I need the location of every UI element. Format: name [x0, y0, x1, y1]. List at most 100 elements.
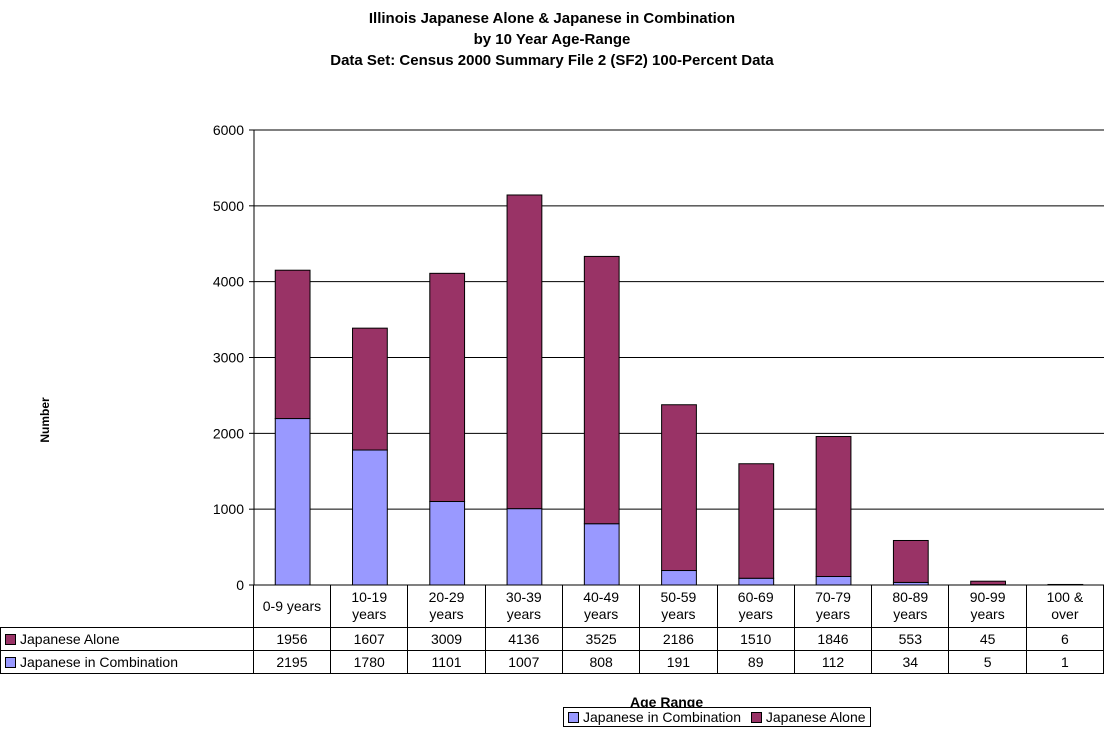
data-label-japanese-alone-90-99-years: 45 — [948, 627, 1027, 651]
data-table-header-row: 0-9 years 10-19 years 20-29 years 30-39 years 4… — [1, 585, 1104, 628]
data-label-japanese-alone-60-69-years: 1510 — [716, 627, 795, 651]
category-label-line: years — [429, 606, 464, 622]
legend: Japanese in Combination Japanese Alone — [563, 707, 871, 727]
data-label-japanese-in-combination-60-69-years: 89 — [716, 650, 795, 674]
x-axis-label: Age Range — [630, 694, 704, 710]
y-tick-label-2000: 2000 — [213, 425, 244, 441]
data-label-japanese-alone-50-59-years: 2186 — [639, 627, 718, 651]
data-label-japanese-in-combination-90-99-years: 5 — [948, 650, 1027, 674]
category-label-line: 60-69 — [737, 589, 774, 605]
bar-japanese-in-combination-10-19-years — [352, 449, 388, 586]
category-header-70-79-years: 70-79 years — [793, 585, 873, 628]
bar-japanese-alone-70-79-years — [815, 436, 852, 578]
bar-japanese-alone-40-49-years — [583, 255, 620, 525]
category-label-line: 40-49 — [583, 589, 620, 605]
category-label-line: 10-19 — [351, 589, 388, 605]
chart-title-line-3: Data Set: Census 2000 Summary File 2 (SF… — [330, 52, 774, 69]
category-label-line: years — [893, 606, 928, 622]
legend-swatch-combination — [568, 712, 579, 723]
category-label-line: years — [815, 606, 851, 622]
bar-japanese-in-combination-60-69-years — [738, 577, 775, 586]
data-label-japanese-alone-100-over: 6 — [1025, 627, 1104, 651]
legend-label-alone: Japanese Alone — [765, 709, 866, 725]
bar-japanese-in-combination-50-59-years — [661, 570, 697, 586]
legend-swatch-alone — [750, 712, 762, 723]
data-label-japanese-alone-80-89-years: 553 — [871, 627, 950, 651]
category-header-20-29-years: 20-29 years — [407, 585, 486, 628]
bar-japanese-alone-10-19-years — [352, 327, 388, 451]
bar-japanese-in-combination-0-9-years — [274, 418, 311, 586]
bar-japanese-in-combination-70-79-years — [815, 576, 852, 586]
category-label-line: 20-29 — [428, 589, 465, 605]
category-label-line: years — [352, 606, 387, 622]
y-tick-label-5000: 5000 — [213, 198, 244, 214]
data-label-japanese-alone-30-39-years: 4136 — [484, 627, 563, 651]
category-label-line: 50-59 — [660, 589, 697, 605]
chart-title: Illinois Japanese Alone & Japanese in Co… — [0, 8, 1104, 71]
category-header-40-49-years: 40-49 years — [561, 585, 641, 628]
category-label-line: years — [584, 606, 619, 622]
swatch-combination — [5, 657, 16, 668]
category-header-80-89-years: 80-89 years — [871, 585, 950, 628]
legend-item-alone: Japanese Alone — [750, 709, 866, 725]
row-header-alone-label: Japanese Alone — [20, 631, 120, 647]
legend-label-combination: Japanese in Combination — [583, 709, 741, 725]
data-label-japanese-in-combination-10-19-years: 1780 — [330, 650, 409, 674]
chart-title-line-1: Illinois Japanese Alone & Japanese in Co… — [368, 10, 736, 27]
bar-japanese-alone-60-69-years — [738, 463, 775, 579]
category-label-line: 70-79 — [815, 589, 851, 605]
y-tick-label-6000: 6000 — [213, 122, 244, 138]
data-table-row-alone: Japanese Alone 1956 1607 3009 4136 3525 2186 1… — [0, 627, 1104, 651]
category-header-30-39-years: 30-39 years — [484, 585, 563, 628]
data-label-japanese-in-combination-40-49-years: 808 — [561, 650, 641, 674]
y-tick-label-4000: 4000 — [213, 274, 244, 290]
chart-title-line-2: by 10 Year Age-Range — [473, 31, 631, 48]
category-label-line: years — [506, 606, 541, 622]
category-label-line: years — [970, 606, 1005, 622]
category-header-0-9-years: 0-9 years — [252, 585, 332, 628]
data-label-japanese-in-combination-70-79-years: 112 — [793, 650, 873, 674]
bar-japanese-in-combination-20-29-years — [429, 501, 466, 586]
data-label-japanese-in-combination-0-9-years: 2195 — [252, 650, 332, 674]
swatch-alone — [5, 634, 16, 645]
data-label-japanese-in-combination-100-over: 1 — [1025, 650, 1104, 674]
category-label-line: years — [738, 606, 773, 622]
category-label-line: 30-39 — [505, 589, 542, 605]
category-header-100-over: 100 & over — [1025, 585, 1104, 628]
row-header-alone: Japanese Alone — [0, 627, 254, 651]
category-header-50-59-years: 50-59 years — [639, 585, 718, 628]
category-label-line: 90-99 — [969, 589, 1006, 605]
legend-item-combination: Japanese in Combination — [568, 709, 741, 725]
data-label-japanese-in-combination-30-39-years: 1007 — [484, 650, 563, 674]
bar-japanese-alone-80-89-years — [892, 539, 929, 583]
category-label-line: 80-89 — [892, 589, 929, 605]
data-label-japanese-in-combination-20-29-years: 1101 — [407, 650, 486, 674]
bar-japanese-alone-50-59-years — [661, 404, 697, 572]
data-table-corner — [1, 585, 254, 628]
category-header-10-19-years: 10-19 years — [330, 585, 409, 628]
bar-japanese-alone-30-39-years — [506, 194, 543, 510]
data-label-japanese-in-combination-50-59-years: 191 — [639, 650, 718, 674]
data-label-japanese-alone-10-19-years: 1607 — [330, 627, 409, 651]
data-label-japanese-alone-40-49-years: 3525 — [561, 627, 641, 651]
y-tick-label-3000: 3000 — [213, 350, 244, 366]
data-label-japanese-alone-0-9-years: 1956 — [252, 627, 332, 651]
data-table: 0-9 years 10-19 years 20-29 years 30-39 years 4… — [0, 585, 1104, 674]
bar-japanese-in-combination-40-49-years — [583, 523, 620, 586]
category-header-60-69-years: 60-69 years — [716, 585, 795, 628]
category-label-line: over — [1051, 606, 1079, 622]
data-label-japanese-alone-70-79-years: 1846 — [793, 627, 873, 651]
category-label-line: years — [661, 606, 696, 622]
data-table-row-combination: Japanese in Combination 2195 1780 1101 1007… — [0, 650, 1104, 674]
chart-plot: 0 1000 2000 3000 4000 5000 6000 — [213, 122, 1104, 593]
data-label-japanese-alone-20-29-years: 3009 — [407, 627, 486, 651]
bar-japanese-alone-20-29-years — [429, 272, 466, 503]
row-header-combination: Japanese in Combination — [0, 650, 254, 674]
category-header-90-99-years: 90-99 years — [948, 585, 1027, 628]
y-tick-label-1000: 1000 — [213, 501, 244, 517]
category-label-line: 100 & — [1046, 589, 1084, 605]
data-label-japanese-in-combination-80-89-years: 34 — [871, 650, 950, 674]
bar-japanese-in-combination-30-39-years — [506, 508, 543, 586]
category-label-line: 0-9 years — [262, 597, 322, 614]
bar-japanese-alone-0-9-years — [274, 269, 311, 420]
